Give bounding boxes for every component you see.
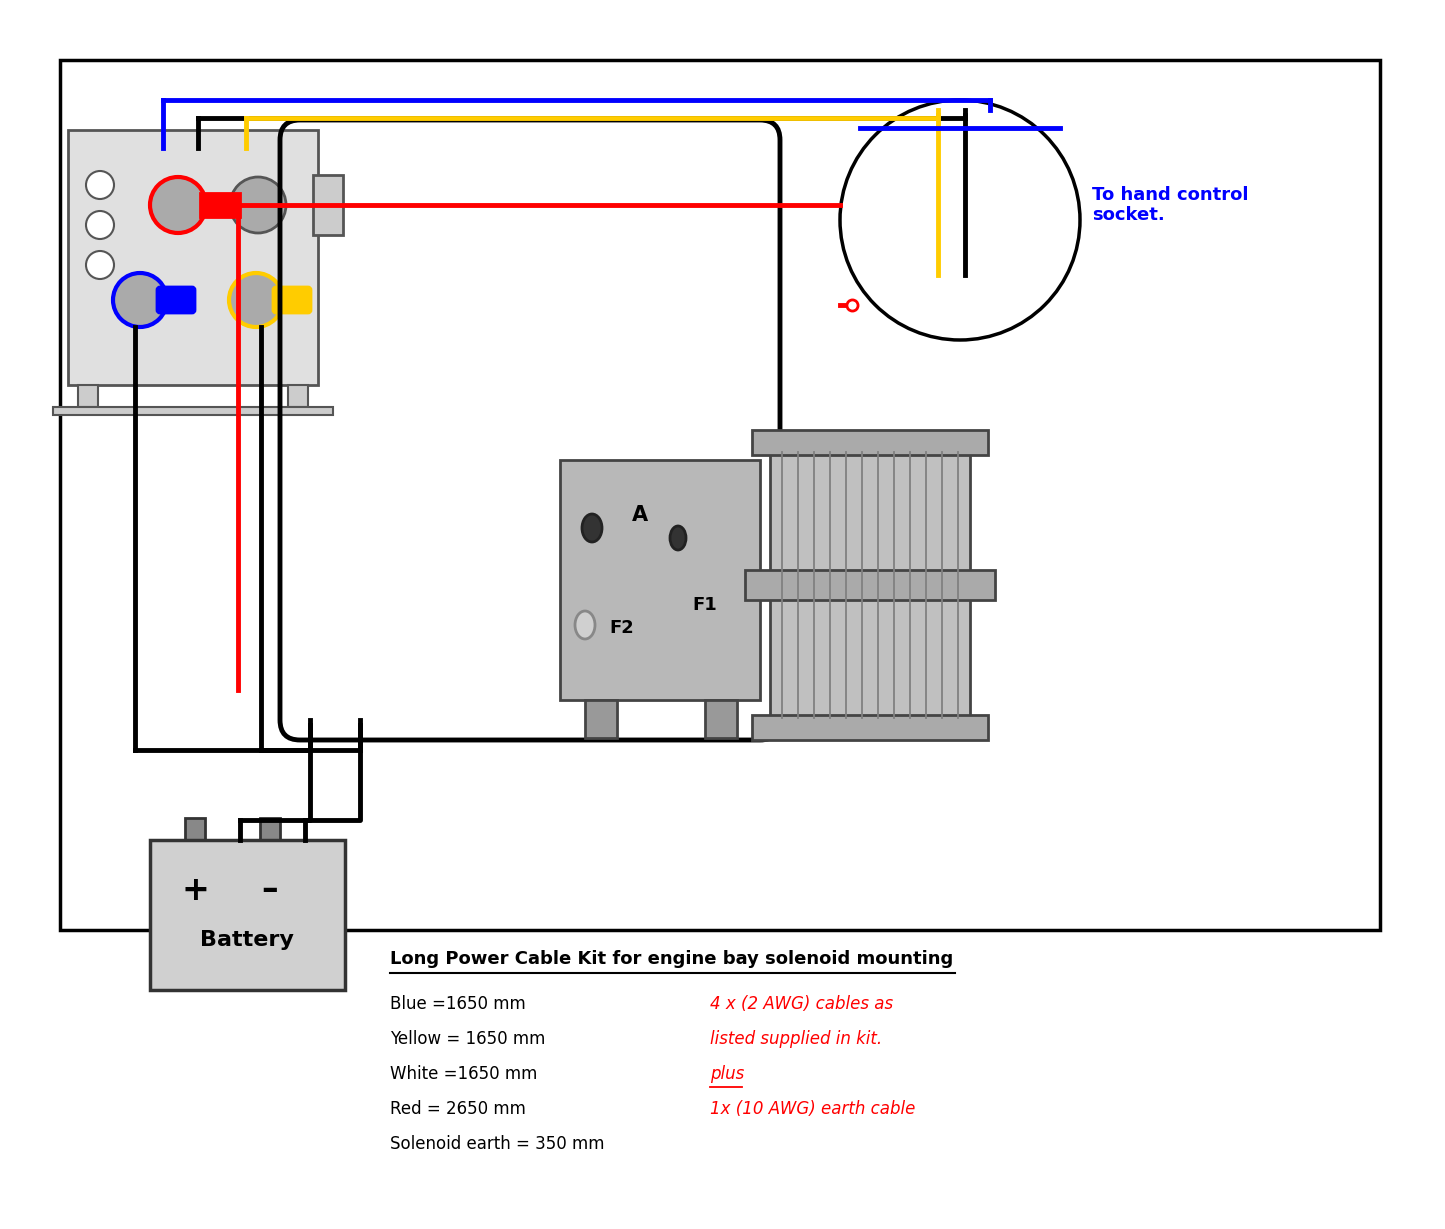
Text: listed supplied in kit.: listed supplied in kit.	[709, 1030, 881, 1048]
Text: F2: F2	[610, 619, 634, 637]
Text: Blue =1650 mm: Blue =1650 mm	[390, 995, 526, 1013]
FancyBboxPatch shape	[273, 288, 311, 313]
Text: Yellow = 1650 mm: Yellow = 1650 mm	[390, 1030, 545, 1048]
Ellipse shape	[575, 611, 595, 639]
Bar	[751, 715, 988, 740]
Bar	[770, 450, 970, 720]
Text: A: A	[631, 505, 647, 525]
Bar	[746, 570, 996, 600]
Text: White =1650 mm: White =1650 mm	[390, 1066, 538, 1083]
Circle shape	[113, 273, 168, 327]
Text: plus: plus	[709, 1066, 744, 1083]
Text: Long Power Cable Kit for engine bay solenoid mounting: Long Power Cable Kit for engine bay sole…	[390, 950, 954, 968]
Bar	[288, 385, 308, 407]
Text: F1: F1	[692, 596, 717, 614]
Circle shape	[230, 177, 286, 234]
Bar	[199, 193, 240, 218]
Bar	[561, 460, 760, 701]
Text: Battery: Battery	[199, 930, 293, 950]
Bar	[53, 407, 332, 415]
Circle shape	[150, 177, 207, 234]
Text: Solenoid earth = 350 mm: Solenoid earth = 350 mm	[390, 1136, 604, 1153]
Bar	[185, 819, 205, 839]
Bar	[61, 60, 1380, 930]
Bar	[260, 819, 280, 839]
Text: +: +	[181, 874, 210, 907]
Bar	[150, 839, 345, 991]
Text: –: –	[262, 874, 279, 907]
Ellipse shape	[670, 526, 686, 551]
Text: 1x (10 AWG) earth cable: 1x (10 AWG) earth cable	[709, 1100, 915, 1118]
Bar	[751, 430, 988, 455]
Bar	[314, 175, 342, 235]
FancyBboxPatch shape	[158, 288, 195, 313]
Circle shape	[87, 171, 114, 199]
Ellipse shape	[582, 514, 603, 542]
Circle shape	[87, 211, 114, 238]
Circle shape	[87, 251, 114, 279]
Text: Red = 2650 mm: Red = 2650 mm	[390, 1100, 526, 1118]
Text: To hand control
socket.: To hand control socket.	[1092, 186, 1248, 225]
Bar	[705, 701, 737, 737]
Text: 4 x (2 AWG) cables as: 4 x (2 AWG) cables as	[709, 995, 893, 1013]
Bar	[78, 385, 98, 407]
Bar	[68, 130, 318, 385]
Bar	[585, 701, 617, 737]
Circle shape	[228, 273, 283, 327]
